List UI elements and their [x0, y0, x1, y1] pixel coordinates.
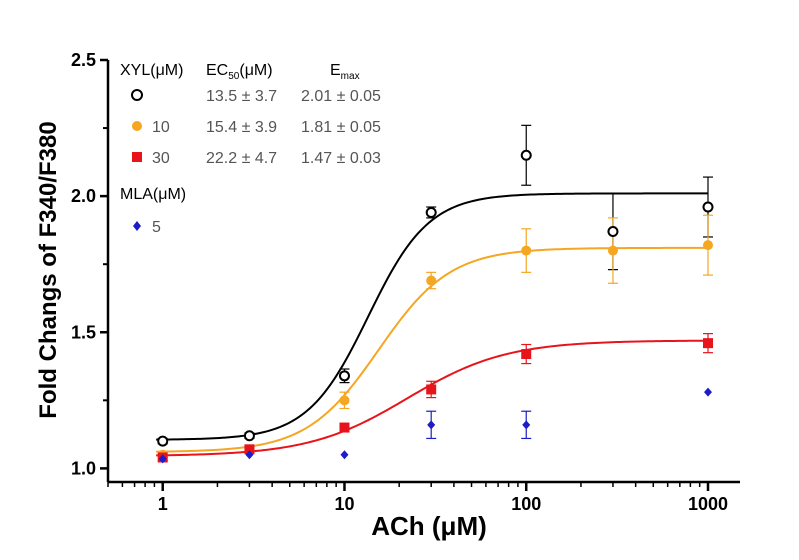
legend-row2-emax: 1.81 ± 0.05	[301, 119, 381, 136]
y-tick-label: 1.0	[71, 458, 96, 478]
data-point-series-3	[339, 422, 350, 433]
x-tick-label: 100	[511, 494, 541, 514]
legend-row3-emax: 1.47 ± 0.03	[301, 150, 381, 167]
data-point-series-4	[427, 420, 436, 430]
data-point-series-4	[703, 387, 712, 397]
legend-marker-blue-diamond	[133, 221, 141, 231]
legend-header-emax: Emax	[330, 62, 360, 82]
y-tick-label: 1.5	[71, 322, 96, 342]
x-tick-label: 1	[158, 494, 168, 514]
data-point-series-1	[157, 435, 169, 447]
legend-header-group: XYL(μM)	[120, 62, 183, 79]
fit-curve-series-1	[156, 192, 708, 441]
legend-row1-ec50: 13.5 ± 3.7	[206, 88, 277, 105]
legend: XYL(μM) EC50(μM) Emax 13.5 ± 3.7 2.01 ± …	[120, 62, 381, 236]
legend-row1-emax: 2.01 ± 0.05	[301, 88, 381, 105]
data-point-series-2	[702, 240, 713, 251]
legend-row3-ec50: 22.2 ± 4.7	[206, 150, 277, 167]
data-point-series-4	[158, 454, 167, 464]
data-point-series-1	[243, 430, 255, 442]
data-point-series-3	[521, 349, 532, 360]
data-point-series-2	[521, 245, 532, 256]
data-point-series-3	[702, 338, 713, 349]
legend-marker-open-circle	[131, 89, 143, 101]
data-point-series-2	[426, 275, 437, 286]
data-point-series-4	[522, 420, 531, 430]
data-point-series-1	[702, 201, 714, 213]
data-point-series-2	[339, 395, 350, 406]
data-point-series-4	[340, 450, 349, 460]
x-tick-label: 1000	[688, 494, 728, 514]
data-point-series-3	[244, 444, 255, 455]
data-point-series-1	[520, 149, 532, 161]
legend-header-ec50: EC50(μM)	[206, 62, 273, 82]
y-tick-label: 2.5	[71, 50, 96, 70]
data-point-series-2	[607, 245, 618, 256]
legend-row4-label: 5	[152, 219, 161, 236]
legend-header-mla: MLA(μM)	[120, 186, 186, 203]
x-tick-label: 10	[334, 494, 354, 514]
data-point-series-1	[425, 206, 437, 218]
legend-row2-label: 10	[152, 119, 170, 136]
y-tick-label: 2.0	[71, 186, 96, 206]
legend-marker-orange-circle	[132, 121, 142, 131]
legend-row3-label: 30	[152, 150, 170, 167]
legend-row2-ec50: 15.4 ± 3.9	[206, 119, 277, 136]
x-axis-label: ACh (μM)	[371, 511, 487, 541]
legend-marker-red-square	[132, 152, 142, 162]
data-point-series-4	[245, 450, 254, 460]
y-axis-label: Fold Changs of F340/F380	[35, 121, 62, 418]
data-point-series-3	[426, 384, 437, 395]
data-point-series-1	[338, 370, 350, 382]
data-point-series-1	[607, 226, 619, 238]
